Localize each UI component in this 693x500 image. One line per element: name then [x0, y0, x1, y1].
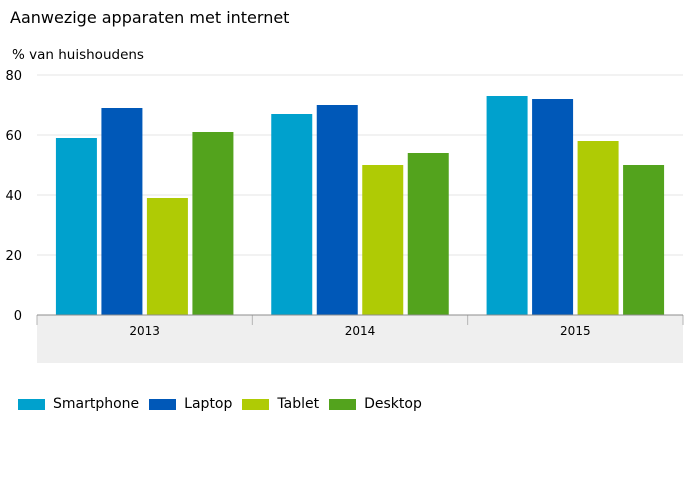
legend-swatch-desktop [329, 398, 357, 410]
bar-smartphone-2015 [486, 96, 528, 315]
bar-laptop-2013 [101, 108, 143, 315]
y-tick-label: 60 [5, 129, 22, 144]
legend-label-desktop: Desktop [364, 396, 422, 412]
legend-label-tablet: Tablet [277, 396, 320, 412]
y-tick-label: 80 [5, 69, 22, 84]
y-tick-label: 40 [5, 189, 22, 204]
legend-item-smartphone[interactable]: Smartphone [18, 396, 139, 412]
legend-swatch-laptop [149, 398, 177, 410]
legend-swatch-smartphone [18, 398, 45, 410]
legend-item-laptop[interactable]: Laptop [149, 396, 232, 412]
bar-desktop-2015 [623, 165, 665, 315]
bar-smartphone-2014 [271, 114, 313, 315]
legend-swatch-tablet [242, 398, 270, 410]
bar-smartphone-2013 [55, 138, 97, 315]
x-tick-label: 2014 [345, 324, 376, 338]
y-axis-label: % van huishoudens [12, 47, 144, 63]
x-axis-band [37, 315, 683, 363]
bar-desktop-2013 [192, 132, 234, 315]
y-tick-label: 0 [14, 309, 22, 324]
x-tick-label: 2013 [129, 324, 160, 338]
bar-tablet-2014 [362, 165, 404, 315]
bar-tablet-2015 [577, 141, 619, 315]
x-tick-label: 2015 [560, 324, 591, 338]
bar-desktop-2014 [407, 153, 449, 315]
chart-title: Aanwezige apparaten met internet [10, 8, 290, 27]
legend-item-tablet[interactable]: Tablet [242, 396, 319, 412]
bar-laptop-2014 [316, 105, 358, 315]
bar-tablet-2013 [146, 198, 188, 315]
legend-item-desktop[interactable]: Desktop [329, 396, 422, 412]
legend-label-smartphone: Smartphone [53, 396, 140, 412]
y-tick-label: 20 [5, 249, 22, 264]
legend-label-laptop: Laptop [184, 396, 233, 412]
bar-laptop-2015 [532, 99, 574, 315]
legend: Smartphone Laptop Tablet Desktop [18, 396, 432, 412]
